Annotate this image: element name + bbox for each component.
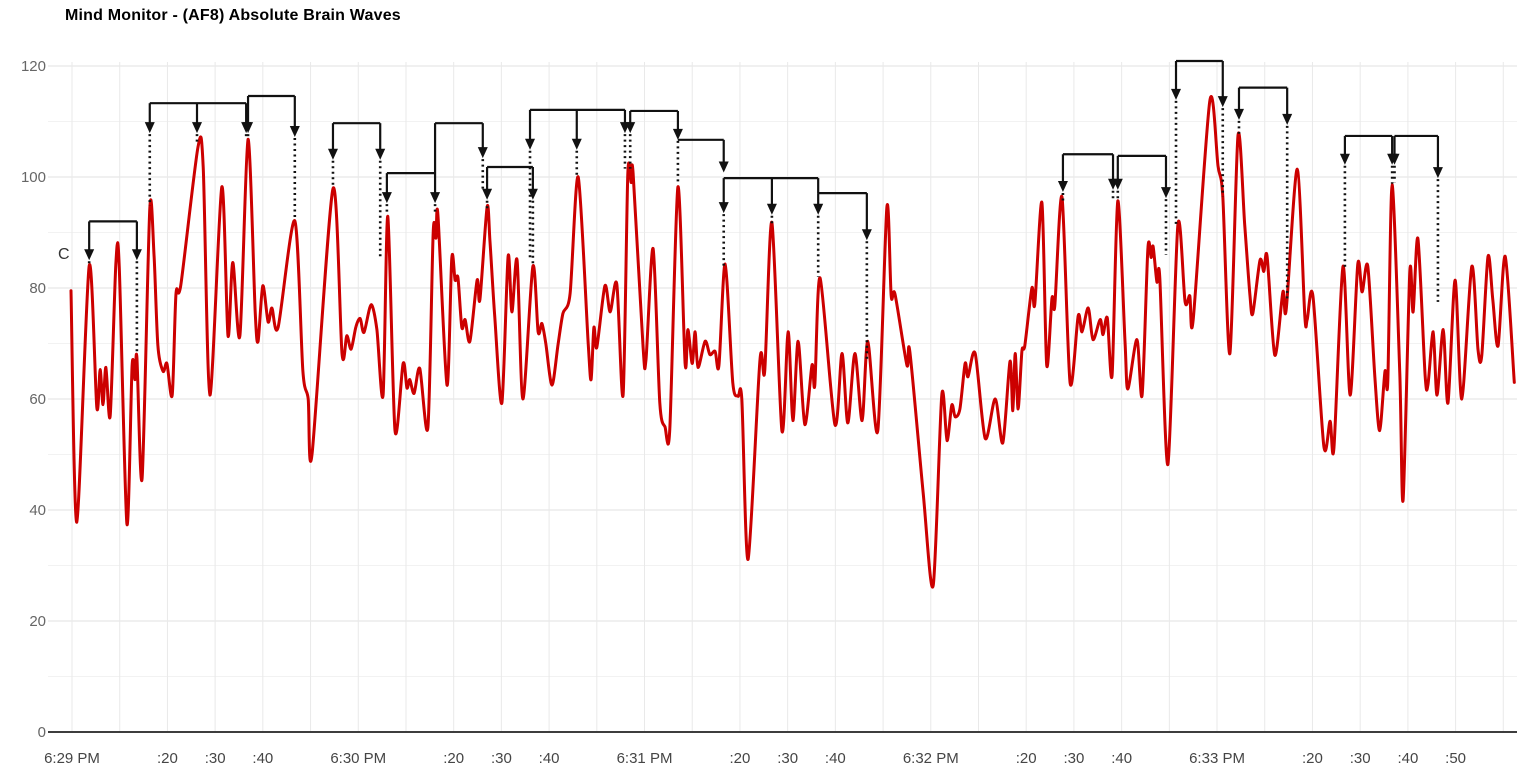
annotation-bracket bbox=[84, 220, 142, 352]
annotation-bracket bbox=[625, 109, 683, 183]
x-tick-label: :40 bbox=[539, 750, 560, 767]
peak-annotations bbox=[84, 59, 1443, 361]
down-arrow-icon bbox=[289, 126, 300, 138]
annotation-bracket bbox=[381, 172, 436, 215]
x-tick-label: :30 bbox=[777, 750, 798, 767]
chart-title: Mind Monitor - (AF8) Absolute Brain Wave… bbox=[65, 7, 401, 24]
annotation-bracket bbox=[1339, 134, 1398, 271]
down-arrow-icon bbox=[1233, 108, 1244, 120]
down-arrow-icon bbox=[571, 138, 582, 150]
y-tick-label: 0 bbox=[38, 724, 46, 741]
annotation-bracket bbox=[482, 165, 538, 266]
down-arrow-icon bbox=[1057, 180, 1068, 192]
x-tick-label: :30 bbox=[205, 750, 226, 767]
x-tick-label: :40 bbox=[1397, 750, 1418, 767]
down-arrow-icon bbox=[327, 148, 338, 160]
axis-labels: 0 20 40 60 80 100 120 6:29 PM :20 :30 :40 6:30 PM :2… bbox=[21, 58, 1466, 767]
y-tick-label: 100 bbox=[21, 169, 46, 186]
down-arrow-icon bbox=[672, 128, 683, 140]
down-arrow-icon bbox=[625, 122, 636, 134]
annotation-bracket bbox=[718, 177, 820, 269]
x-tick-label: :20 bbox=[157, 750, 178, 767]
x-tick-label: 6:30 PM bbox=[330, 750, 386, 767]
annotation-bracket bbox=[525, 108, 630, 261]
down-arrow-icon bbox=[766, 203, 777, 215]
annotation-bracket bbox=[1233, 86, 1293, 301]
x-tick-label: :20 bbox=[1302, 750, 1323, 767]
down-arrow-icon bbox=[192, 122, 203, 134]
cursor-c-label: C bbox=[58, 246, 70, 263]
x-tick-label: :50 bbox=[1445, 750, 1466, 767]
down-arrow-icon bbox=[381, 192, 392, 204]
y-tick-label: 80 bbox=[29, 280, 46, 297]
down-arrow-icon bbox=[84, 249, 95, 261]
x-tick-label: 6:29 PM bbox=[44, 750, 100, 767]
down-arrow-icon bbox=[144, 122, 155, 134]
eeg-line-path bbox=[69, 95, 1516, 589]
x-tick-label: :30 bbox=[491, 750, 512, 767]
x-tick-label: 6:31 PM bbox=[617, 750, 673, 767]
x-tick-label: :20 bbox=[443, 750, 464, 767]
down-arrow-icon bbox=[861, 229, 872, 241]
down-arrow-icon bbox=[813, 203, 824, 215]
annotation-bracket bbox=[430, 122, 488, 214]
down-arrow-icon bbox=[482, 188, 493, 200]
annotation-bracket bbox=[813, 191, 872, 361]
x-tick-label: 6:32 PM bbox=[903, 750, 959, 767]
down-arrow-icon bbox=[718, 202, 729, 214]
down-arrow-icon bbox=[243, 122, 254, 134]
down-arrow-icon bbox=[718, 161, 729, 173]
x-tick-label: :20 bbox=[730, 750, 751, 767]
down-arrow-icon bbox=[1432, 167, 1443, 179]
annotation-bracket bbox=[1389, 134, 1443, 302]
y-tick-label: 120 bbox=[21, 58, 46, 75]
annotation-bracket bbox=[1057, 153, 1119, 204]
annotation-bracket bbox=[243, 94, 300, 219]
annotation-bracket bbox=[327, 122, 386, 257]
y-tick-label: 40 bbox=[29, 502, 46, 519]
gridlines bbox=[48, 62, 1517, 733]
down-arrow-icon bbox=[525, 138, 536, 150]
x-tick-label: :40 bbox=[1111, 750, 1132, 767]
down-arrow-icon bbox=[131, 249, 142, 261]
x-tick-label: :20 bbox=[1016, 750, 1037, 767]
annotation-bracket bbox=[1112, 154, 1171, 255]
x-tick-label: :30 bbox=[1350, 750, 1371, 767]
x-tick-label: 6:33 PM bbox=[1189, 750, 1245, 767]
down-arrow-icon bbox=[1217, 96, 1228, 108]
down-arrow-icon bbox=[375, 148, 386, 160]
y-tick-label: 20 bbox=[29, 613, 46, 630]
annotation-bracket bbox=[1171, 59, 1228, 225]
annotation-bracket bbox=[677, 138, 729, 173]
y-tick-label: 60 bbox=[29, 391, 46, 408]
eeg-series bbox=[69, 95, 1516, 589]
down-arrow-icon bbox=[1389, 153, 1400, 165]
x-tick-label: :40 bbox=[825, 750, 846, 767]
down-arrow-icon bbox=[477, 147, 488, 159]
down-arrow-icon bbox=[527, 188, 538, 200]
down-arrow-icon bbox=[1339, 153, 1350, 165]
x-tick-label: :30 bbox=[1063, 750, 1084, 767]
x-tick-label: :40 bbox=[252, 750, 273, 767]
down-arrow-icon bbox=[1282, 113, 1293, 125]
down-arrow-icon bbox=[430, 192, 441, 204]
down-arrow-icon bbox=[1112, 178, 1123, 190]
down-arrow-icon bbox=[1160, 187, 1171, 199]
down-arrow-icon bbox=[1171, 88, 1182, 100]
